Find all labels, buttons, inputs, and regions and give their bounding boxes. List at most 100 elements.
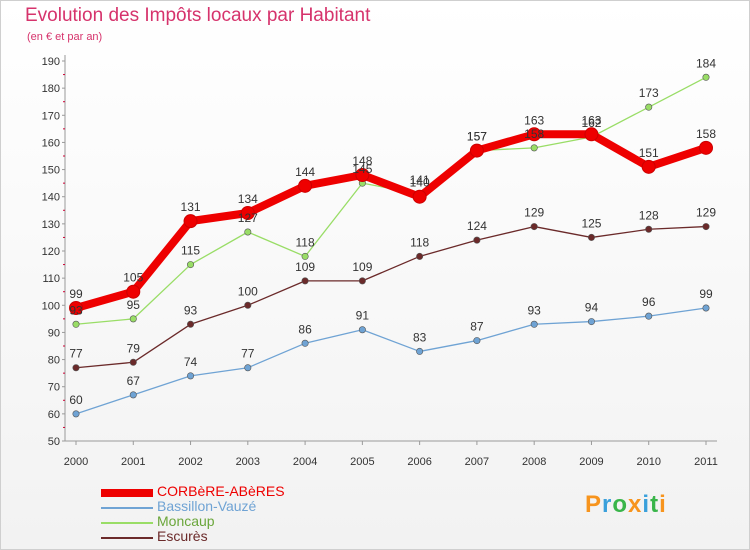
data-point: [72, 364, 80, 372]
data-label: 118: [410, 235, 429, 249]
logo-letter: i: [659, 491, 667, 518]
data-label: 60: [69, 393, 83, 407]
legend-swatch: [101, 488, 153, 497]
y-tick-label: 100: [42, 300, 60, 312]
proxiti-logo: Proxiti: [585, 491, 667, 519]
x-tick-label: 2001: [121, 456, 145, 468]
data-labels: 60 67 74 77 86 91 83 87 93 94 96 99 77 79 93 100 109 109 1…: [69, 56, 716, 407]
data-label: 95: [127, 298, 141, 312]
data-point: [244, 301, 252, 309]
legend-swatch: [101, 521, 153, 524]
data-label: 109: [352, 260, 372, 274]
y-tick-label: 70: [48, 382, 60, 394]
data-point: [699, 140, 713, 155]
data-point: [702, 304, 710, 312]
y-tick-label: 160: [42, 137, 60, 149]
data-label: 128: [639, 208, 659, 222]
data-point: [244, 364, 252, 372]
data-point: [301, 339, 309, 347]
data-point: [187, 261, 195, 269]
data-label: 118: [296, 235, 315, 249]
data-point: [187, 320, 195, 328]
data-point: [473, 337, 481, 345]
data-label: 162: [581, 116, 601, 130]
data-point: [301, 252, 309, 260]
data-label: 67: [127, 374, 141, 388]
data-label: 83: [413, 330, 427, 344]
legend-label: Bassillon-Vauzé: [157, 498, 257, 514]
x-tick-label: 2011: [694, 456, 718, 468]
data-point: [587, 233, 595, 241]
data-point: [72, 410, 80, 418]
logo-letter: o: [612, 491, 629, 518]
data-point: [584, 127, 599, 142]
data-label: 99: [699, 287, 713, 301]
data-point: [530, 144, 538, 152]
logo-letter: P: [585, 491, 603, 518]
data-label: 94: [585, 301, 599, 315]
x-tick-label: 2005: [350, 456, 374, 468]
data-label: 77: [69, 347, 83, 361]
legend-swatch: [101, 506, 153, 509]
legend-label: Escurès: [157, 528, 208, 544]
data-point: [129, 315, 137, 323]
data-point: [301, 277, 309, 285]
data-point: [645, 103, 653, 111]
logo-letter: i: [642, 491, 651, 518]
x-tick-label: 2004: [293, 456, 317, 468]
data-label: 77: [241, 347, 255, 361]
y-tick-label: 130: [42, 219, 60, 231]
data-label: 148: [352, 154, 372, 168]
data-label: 125: [581, 216, 601, 230]
data-point: [530, 223, 538, 231]
series-lines: [72, 76, 710, 415]
data-point: [530, 320, 538, 328]
data-point: [645, 225, 653, 233]
data-point: [126, 284, 141, 299]
data-point: [129, 391, 137, 399]
y-tick-label: 110: [42, 273, 60, 285]
data-label: 184: [696, 56, 716, 70]
data-label: 141: [410, 173, 430, 187]
legend-label: Moncaup: [157, 513, 215, 529]
x-tick-label: 2002: [178, 456, 202, 468]
data-label: 86: [298, 322, 312, 336]
data-point: [527, 127, 542, 142]
data-label: 93: [528, 303, 542, 317]
data-label: 129: [524, 206, 544, 220]
data-point: [240, 206, 255, 220]
data-label: 109: [295, 260, 315, 274]
chart-title: Evolution des Impôts locaux par Habitant: [25, 5, 371, 26]
data-point: [69, 301, 83, 315]
data-label: 157: [467, 130, 487, 144]
data-label: 79: [127, 341, 141, 355]
data-label: 74: [184, 355, 198, 369]
data-point: [702, 73, 710, 81]
data-label: 163: [524, 113, 544, 127]
data-label: 124: [467, 219, 487, 233]
y-tick-label: 50: [48, 436, 60, 448]
data-point: [244, 228, 252, 236]
chart-subtitle: (en € et par an): [27, 31, 103, 43]
logo-letter: t: [650, 491, 660, 518]
x-tick-label: 2000: [64, 456, 88, 468]
data-label: 158: [696, 127, 716, 141]
data-point: [187, 372, 195, 380]
data-point: [298, 178, 313, 193]
series-line-2: [75, 76, 707, 325]
data-label: 115: [181, 244, 200, 258]
data-label: 100: [238, 284, 258, 298]
y-tick-label: 90: [48, 327, 60, 339]
x-tick-label: 2010: [636, 456, 660, 468]
data-label: 93: [184, 303, 198, 317]
x-tick-label: 2003: [236, 456, 260, 468]
series-line-3: [75, 225, 707, 369]
y-tick-label: 120: [42, 246, 60, 258]
legend-swatch: [101, 536, 153, 539]
data-label: 134: [238, 192, 258, 206]
data-label: 131: [181, 200, 201, 214]
data-label: 105: [123, 271, 143, 285]
legend-label: CORBèRE-ABèRES: [157, 483, 285, 499]
